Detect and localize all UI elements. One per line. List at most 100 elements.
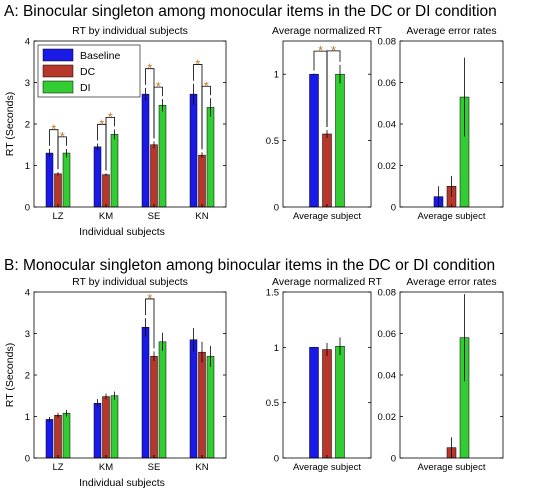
x-tick-label: Average subject [418,211,486,222]
panel-title: RT by individual subjects [72,276,188,288]
y-tick-label: 1 [25,161,30,172]
section-a-xlabel: Individual subjects [79,226,165,238]
bar-di-lz [62,412,71,459]
y-tick-label: 3 [25,329,30,340]
y-tick-label: 2 [25,371,30,382]
x-tick-label: Average subject [293,211,361,222]
section-a-title: A: Binocular singleton among monocular i… [4,3,497,20]
chart-panel: Average error rates 0 0.02 0.04 0.06 0.08 Aver… [378,25,504,222]
y-tick-label: 1.5 [266,288,279,299]
y-axis-label: RT (Seconds) [4,343,16,407]
panel-title: RT by individual subjects [72,25,188,37]
chart-panel: RT by individual subjects * 0 1 2 3 4 LZ KM SE KN R… [4,276,227,473]
significance-star: * [318,43,323,58]
y-tick-label: 0 [391,203,396,214]
legend-swatch [42,48,74,62]
axes-box [399,291,504,459]
bar-baseline-lz [45,152,54,208]
bar-baseline-kn [189,339,198,459]
x-tick-label: KN [195,211,208,222]
y-tick-label: 4 [25,288,30,299]
bar-dc-se [150,144,158,208]
bar-dc-kn [198,351,206,459]
significance-star: * [60,129,65,144]
bar-baseline-se [141,93,150,208]
chart-panel: RT by individual subjects * * * * * * * * 0 1 2 3 4 LZ… [4,25,227,222]
y-tick-label: 0.06 [378,78,397,89]
bar-di-kn [206,356,215,459]
legend-label: DC [80,66,96,78]
legend: Baseline DC DI [37,44,141,98]
y-tick-label: 0 [274,203,279,214]
legend-label: Baseline [80,50,120,62]
bar-di-average-subject [335,345,345,459]
significance-star: * [331,43,336,58]
chart-panel: Average error rates 0 0.02 0.04 0.06 0.08 Aver… [378,276,504,473]
bar-baseline-average-subject [309,347,319,459]
bar-di-lz [62,152,71,208]
significance-bracket [201,85,211,150]
bar-baseline-lz [45,419,54,459]
chart-panel: Average normalized RT * * 0 0.5 1 Average subj… [266,25,383,222]
significance-star: * [147,291,152,306]
y-tick-label: 0.08 [378,288,397,299]
y-tick-label: 2 [25,120,30,131]
significance-bracket [153,86,163,139]
x-tick-label: KM [99,462,113,473]
y-tick-label: 0.08 [378,37,397,48]
y-tick-label: 0.04 [378,371,397,382]
significance-star: * [156,79,161,94]
bar-dc-km [102,174,110,208]
significance-star: * [204,78,209,93]
legend-swatch [42,64,74,78]
x-tick-label: SE [148,211,161,222]
significance-bracket [145,298,155,349]
y-tick-label: 0.02 [378,161,397,172]
y-tick-label: 0.06 [378,329,397,340]
bar-di-kn [206,107,215,208]
bar-dc-lz [54,415,62,459]
significance-star: * [51,122,56,137]
x-tick-label: LZ [52,462,63,473]
bar-dc-lz [54,173,62,208]
significance-star: * [108,109,113,124]
x-tick-label: Average subject [418,462,486,473]
y-tick-label: 1 [25,412,30,423]
bar-dc-se [150,356,158,459]
panel-title: Average normalized RT [272,276,383,288]
bar-baseline-km [93,402,102,459]
panel-title: Average error rates [406,25,496,37]
bar-di-km [110,395,119,459]
bar-dc-kn [198,154,206,208]
y-tick-label: 0.5 [266,136,279,147]
bar-di-se [158,341,167,459]
y-tick-label: 0 [25,203,30,214]
bar-dc-average-subject [322,349,332,459]
significance-star: * [195,57,200,72]
bar-dc-km [102,396,110,459]
legend-label: DI [80,82,91,94]
bar-baseline-se [141,327,150,459]
panel-title: Average normalized RT [272,25,383,37]
significance-star: * [99,116,104,131]
bar-baseline-average-subject [309,73,319,208]
y-tick-label: 0.02 [378,412,397,423]
y-tick-label: 1 [274,70,279,81]
bar-di-km [110,134,119,208]
bar-dc-average-subject [322,133,332,208]
x-tick-label: SE [148,462,161,473]
bar-baseline-kn [189,93,198,208]
y-tick-label: 0 [274,454,279,465]
significance-bracket [105,116,115,171]
x-tick-label: Average subject [293,462,361,473]
significance-bracket [326,50,341,127]
y-tick-label: 1 [274,343,279,354]
y-tick-label: 3 [25,78,30,89]
x-tick-label: KN [195,462,208,473]
y-tick-label: 4 [25,37,30,48]
significance-bracket [57,136,67,170]
y-tick-label: 0 [25,454,30,465]
bar-baseline-km [93,146,102,208]
x-tick-label: KM [99,211,113,222]
